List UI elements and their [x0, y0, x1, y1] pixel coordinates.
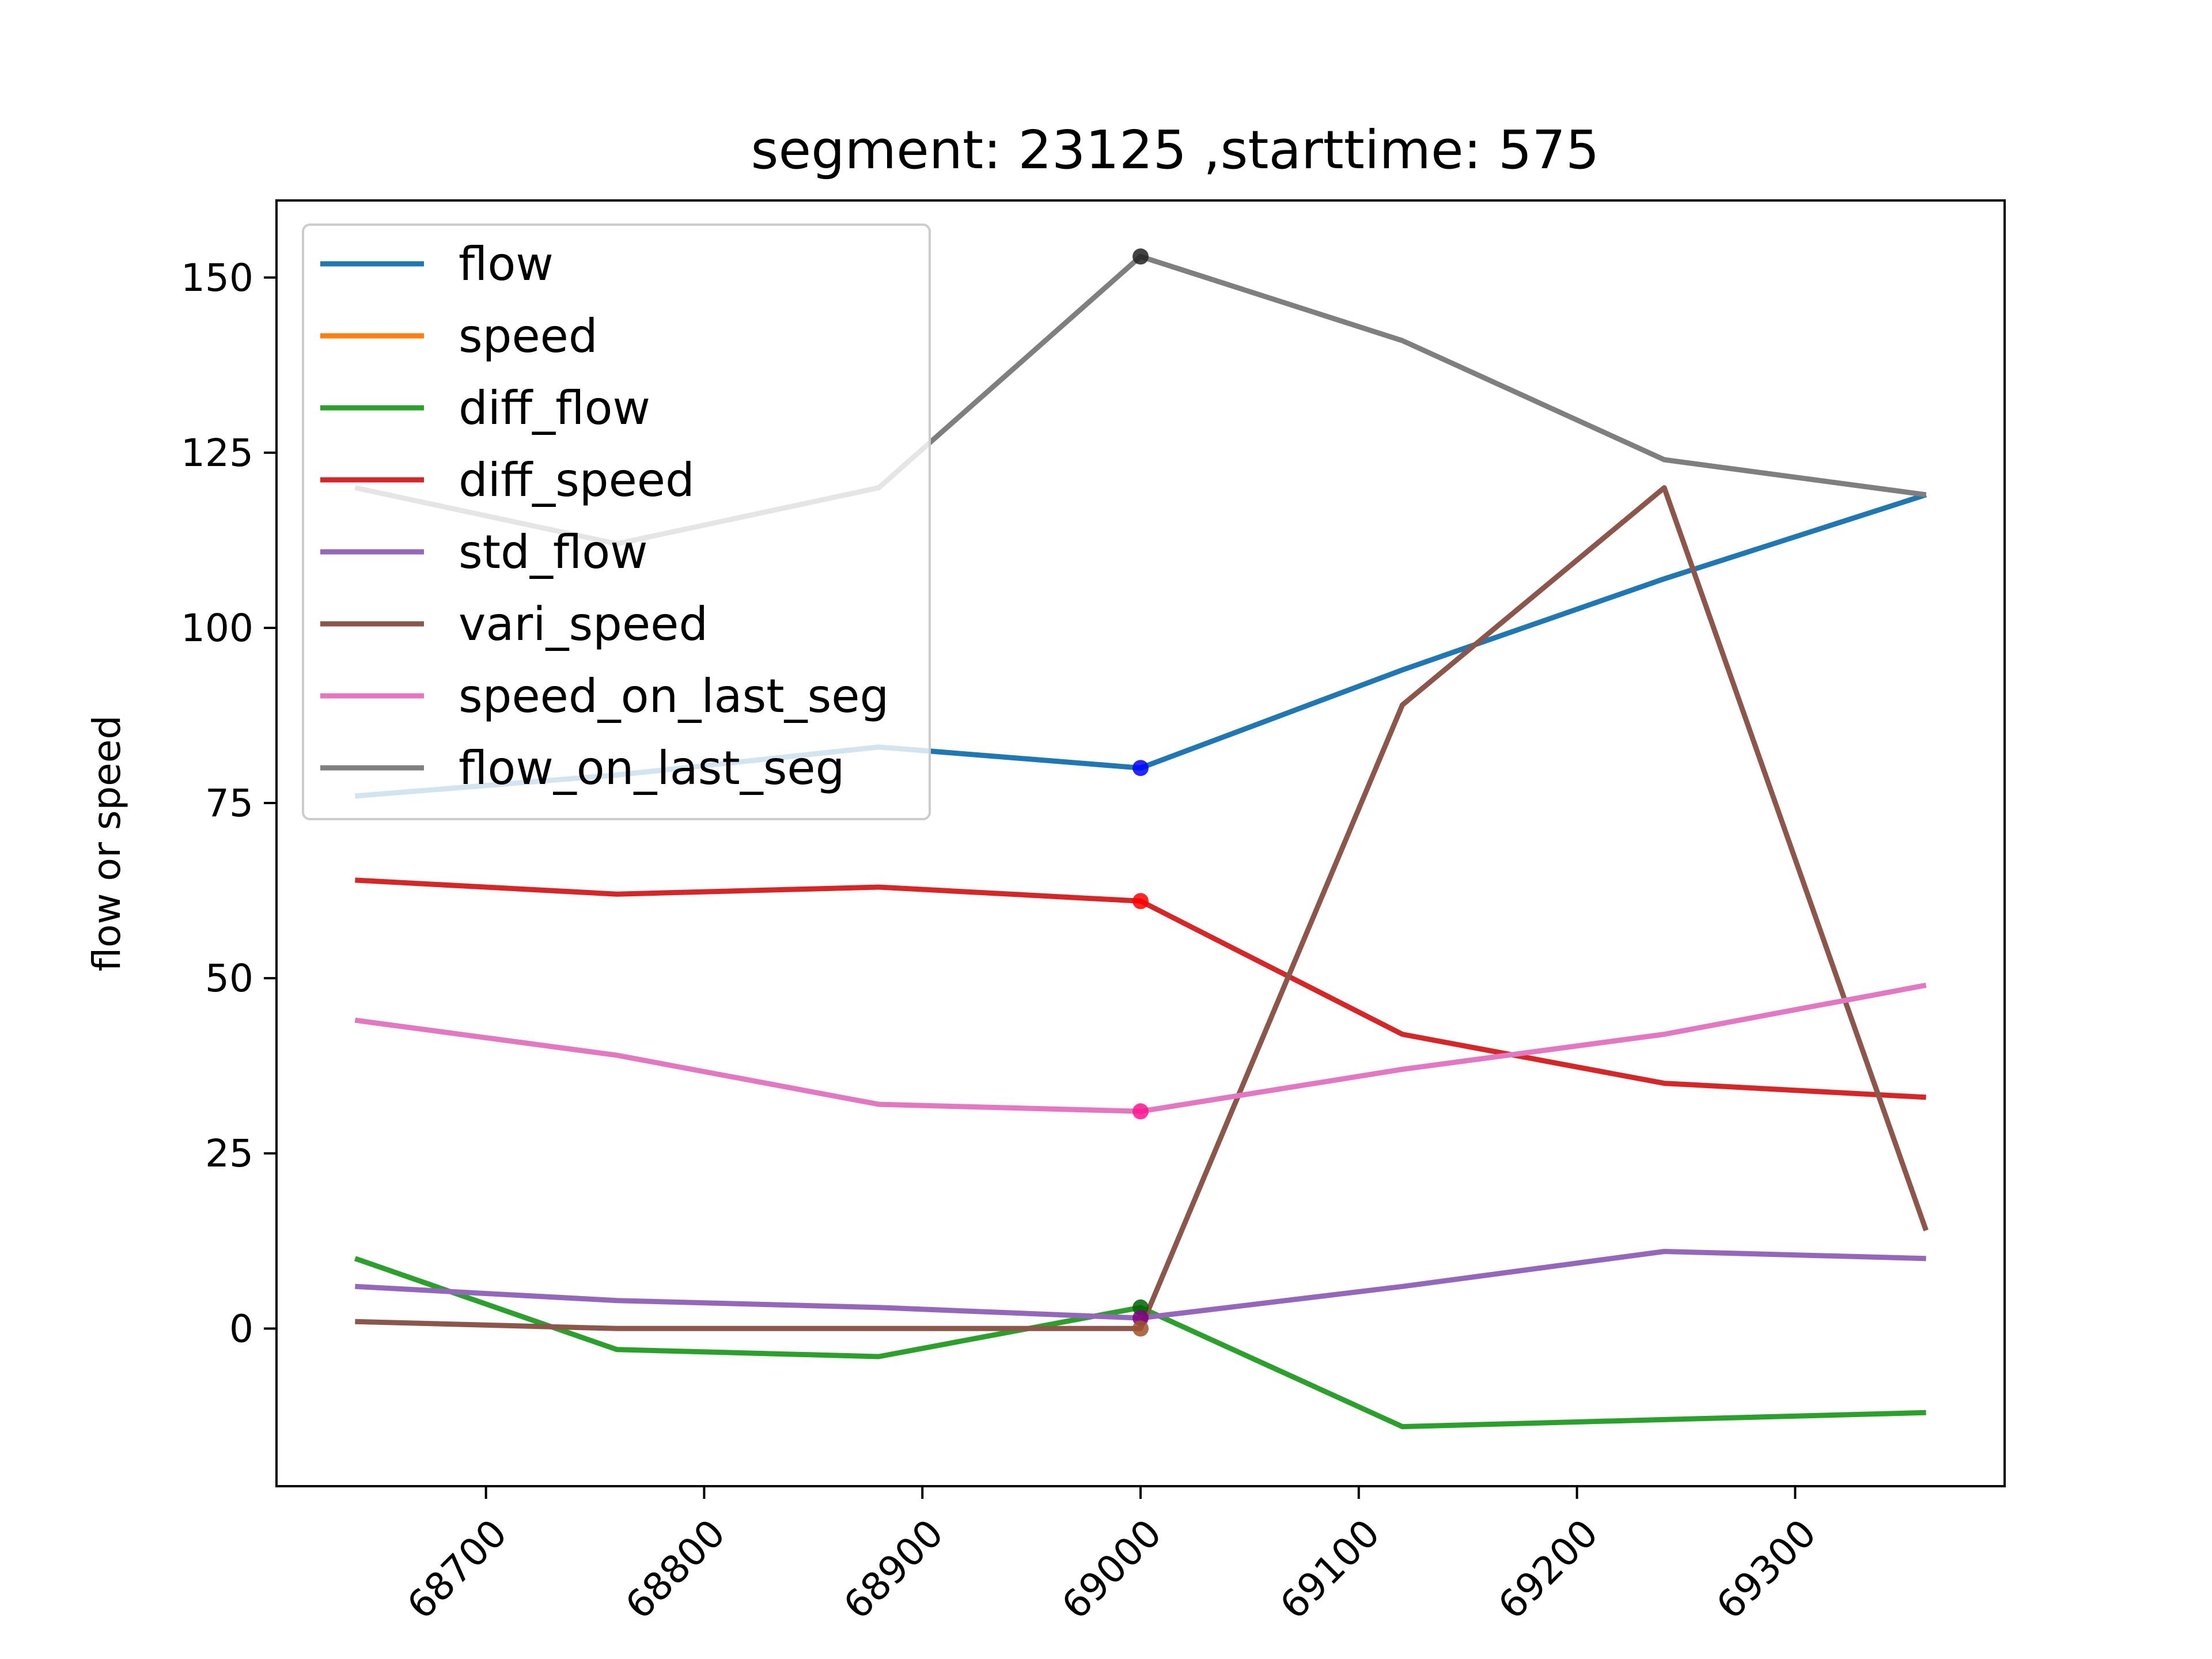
y-tick-label: 75 — [205, 781, 253, 825]
y-axis-label: flow or speed — [85, 715, 129, 972]
legend-item-diff-flow: diff_flow — [320, 381, 650, 435]
y-tick-label: 25 — [205, 1131, 253, 1176]
legend-item-std-flow: std_flow — [320, 525, 648, 579]
legend-label: speed — [459, 309, 598, 363]
y-tick-label: 0 — [229, 1306, 253, 1351]
legend-item-diff-speed: diff_speed — [320, 453, 695, 507]
legend-label: diff_speed — [459, 453, 695, 507]
legend-frame — [302, 224, 931, 820]
legend-item-speed: speed — [320, 309, 598, 363]
y-tick-label: 125 — [181, 431, 253, 475]
legend-label: speed_on_last_seg — [459, 669, 889, 723]
legend-label: flow_on_last_seg — [459, 741, 844, 795]
marker-diff-speed — [1132, 893, 1149, 910]
legend: flow speed diff_flow diff_speed std_flowvari… — [302, 224, 931, 820]
legend-item-flow: flow — [320, 237, 554, 291]
marker-speed-on-last-seg — [1132, 1103, 1149, 1120]
y-tick-label: 50 — [205, 956, 253, 1001]
legend-item-vari-speed: vari_speed — [320, 597, 708, 651]
marker-flow — [1132, 760, 1149, 777]
y-tick-label: 150 — [181, 256, 253, 300]
marker-flow-on-last-seg — [1132, 248, 1149, 265]
chart-title: segment: 23125 ,starttime: 575 — [751, 119, 1600, 181]
y-axis: 0 25 50 75 100 125 150 — [181, 256, 276, 1351]
legend-item-flow-on-last-seg: flow_on_last_seg — [320, 741, 844, 795]
legend-label: diff_flow — [459, 381, 650, 435]
y-tick-label: 100 — [181, 606, 253, 650]
legend-label: flow — [459, 237, 554, 291]
legend-label: vari_speed — [459, 597, 708, 651]
marker-layer — [1132, 248, 1149, 1337]
legend-label: std_flow — [459, 525, 648, 579]
legend-item-speed-on-last-seg: speed_on_last_seg — [320, 669, 889, 723]
marker-vari-speed — [1132, 1320, 1149, 1337]
